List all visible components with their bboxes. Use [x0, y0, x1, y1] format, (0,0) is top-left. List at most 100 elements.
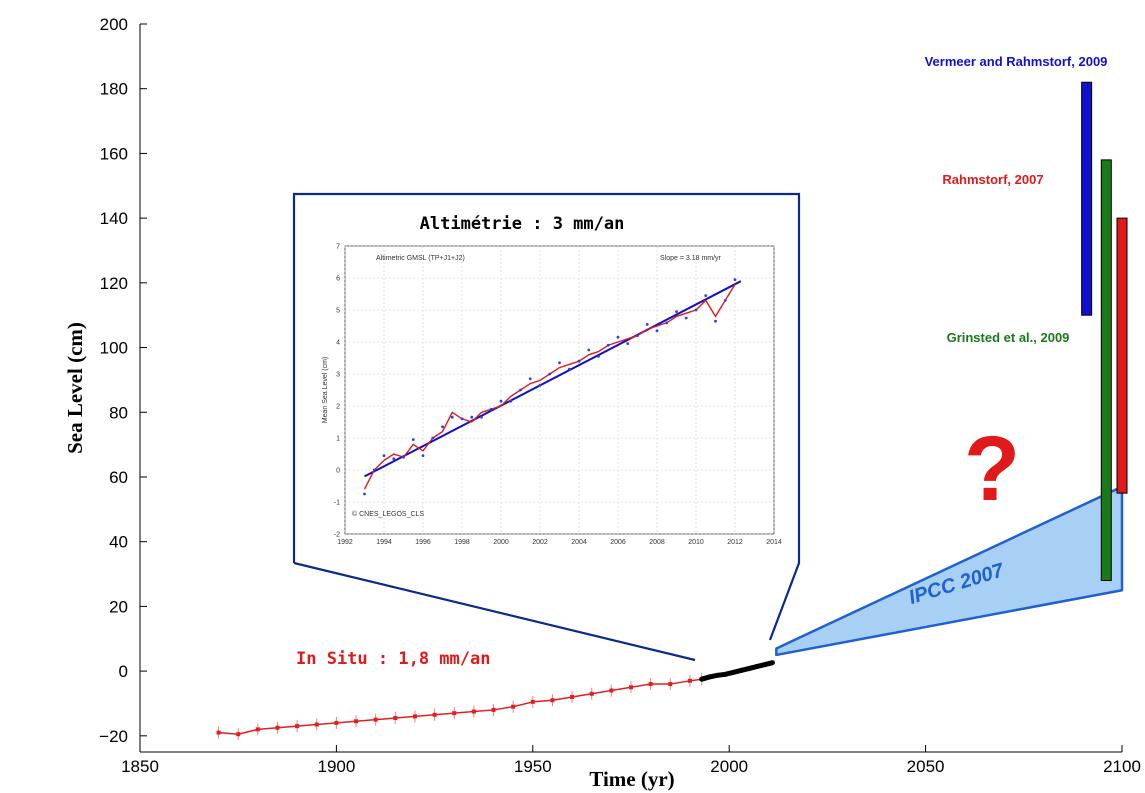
inset-point — [606, 343, 610, 347]
projection-label: Grinsted et al., 2009 — [947, 330, 1070, 345]
inset-point — [441, 425, 444, 429]
in-situ-point — [491, 707, 496, 712]
in-situ-point — [295, 724, 300, 729]
y-tick-label: 40 — [109, 533, 128, 552]
y-tick-label: 160 — [100, 144, 128, 163]
inset-point — [460, 417, 464, 421]
in-situ-point — [236, 732, 241, 737]
projection-bar — [1116, 217, 1128, 494]
projection-bar — [1100, 159, 1112, 582]
y-tick-label: 60 — [109, 468, 128, 487]
inset-x-tick-label: 2000 — [493, 539, 509, 546]
inset-slope-label: Slope = 3.18 mm/yr — [660, 255, 722, 262]
in-situ-point — [687, 678, 692, 683]
inset-point — [655, 329, 659, 333]
inset-y-tick-label: 3 — [336, 372, 340, 379]
projection-bar — [1081, 81, 1093, 316]
in-situ-point — [255, 727, 260, 732]
ipcc-projection: IPCC 2007? — [775, 418, 1124, 657]
inset-point — [402, 455, 405, 459]
inset-x-tick-label: 1998 — [454, 539, 470, 546]
projection-bars: Vermeer and Rahmstorf, 2009 Grinsted et a… — [925, 54, 1128, 582]
y-tick-label: −20 — [99, 727, 128, 746]
in-situ-point — [471, 709, 476, 714]
in-situ-point — [393, 716, 398, 721]
inset-x-tick-label: 2006 — [610, 539, 626, 546]
inset-y-tick-label: 6 — [336, 276, 340, 283]
inset-y-tick-label: 0 — [336, 468, 340, 475]
inset-y-axis-title: Mean Sea Level (cm) — [322, 357, 329, 424]
inset-y-tick-label: 7 — [336, 244, 340, 251]
altimetry-point — [730, 669, 736, 675]
inset-point — [714, 319, 717, 323]
axes: 1850 1900 1950 2000 2050 2100−200204060801001… — [63, 15, 1141, 791]
inset-point — [363, 492, 366, 496]
altimetry-point — [699, 676, 705, 682]
inset-point — [431, 436, 435, 440]
inset-point — [723, 299, 727, 302]
inset-legend: Altimetric GMSL (TP+J1+J2) — [376, 255, 465, 262]
in-situ-point — [354, 719, 359, 724]
x-tick-label: 1950 — [514, 757, 552, 776]
altimetry-point — [762, 662, 768, 668]
inset-point — [499, 399, 503, 403]
altimetry-line — [701, 660, 774, 682]
inset-point — [733, 278, 737, 281]
in-situ-point — [452, 711, 457, 716]
y-tick-label: 120 — [100, 274, 128, 293]
inset-y-tick-label: -2 — [334, 532, 340, 539]
altimetry-point — [722, 671, 728, 677]
in-situ-point — [432, 712, 437, 717]
altimetry-point — [769, 660, 775, 666]
in-situ-point — [589, 691, 594, 696]
inset-point — [450, 415, 454, 419]
inset-point — [392, 457, 396, 461]
y-tick-label: 80 — [109, 403, 128, 422]
y-axis-title: Sea Level (cm) — [63, 322, 87, 454]
inset-y-tick-label: 2 — [336, 404, 340, 411]
in-situ-point — [275, 725, 280, 730]
inset-x-tick-label: 1992 — [337, 539, 353, 546]
inset-x-tick-label: 2002 — [532, 539, 548, 546]
ipcc-wedge — [775, 485, 1124, 657]
inset-y-tick-label: 1 — [336, 436, 340, 443]
inset-credit: © CNES_LEGOS_CLS — [352, 510, 424, 518]
inset-point — [616, 335, 620, 339]
in-situ-point — [373, 717, 378, 722]
y-tick-label: 20 — [109, 597, 128, 616]
inset-point — [558, 361, 561, 365]
in-situ-point — [334, 720, 339, 725]
in-situ-point — [668, 682, 673, 687]
inset-panel: Altimétrie : 3 mm/an 1992 1994 1996 1998 2000… — [292, 192, 801, 662]
in-situ-point — [629, 685, 633, 690]
x-axis-title: Time (yr) — [589, 767, 674, 791]
inset-y-tick-label: -1 — [334, 500, 340, 507]
inset-point — [480, 415, 483, 419]
in-situ-point — [412, 714, 417, 719]
inset-x-tick-label: 2004 — [571, 539, 587, 546]
projection-label: Rahmstorf, 2007 — [942, 172, 1043, 187]
inset-x-tick-label: 2010 — [688, 539, 704, 546]
inset-point — [470, 415, 474, 419]
inset-point — [597, 355, 600, 358]
x-tick-label: 2100 — [1103, 757, 1141, 776]
inset-point — [694, 308, 698, 312]
inset-point — [577, 359, 581, 363]
inset-plot-area — [344, 245, 775, 535]
in-situ-point — [530, 699, 535, 704]
inset-point — [411, 438, 415, 441]
inset-point — [636, 334, 639, 337]
x-tick-label: 1850 — [121, 757, 159, 776]
in-situ-label: In Situ : 1,8 mm/an — [296, 649, 490, 669]
in-situ-point — [216, 730, 221, 735]
in-situ-point — [570, 694, 575, 699]
in-situ-point — [609, 688, 614, 693]
y-tick-label: 200 — [100, 15, 128, 34]
y-tick-label: 0 — [119, 662, 128, 681]
y-tick-label: 100 — [100, 339, 128, 358]
altimetry-point — [754, 664, 760, 670]
inset-point — [665, 321, 669, 325]
in-situ-point — [550, 698, 555, 703]
in-situ-point — [648, 682, 653, 687]
